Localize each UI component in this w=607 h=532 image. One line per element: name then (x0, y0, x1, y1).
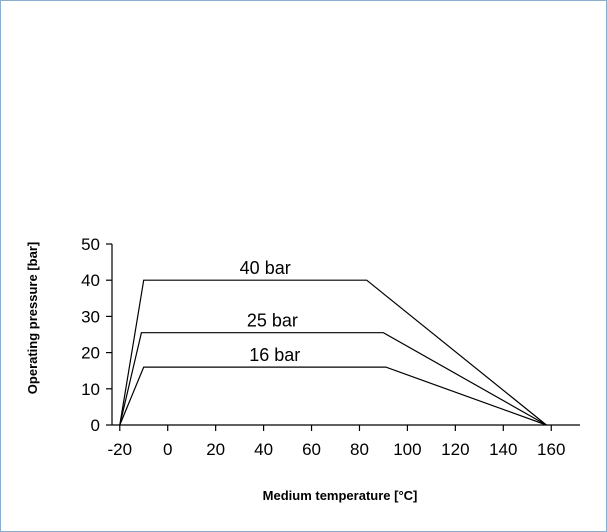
axes: 0 10 20 30 40 50 -20 0 20 40 60 80 100 120 140 160 (81, 235, 580, 459)
series-labels: 40 bar 25 bar 16 bar (240, 258, 301, 365)
series-line-16-bar (119, 366, 547, 426)
x-tick-label: 80 (350, 440, 369, 459)
x-tick-label: 20 (206, 440, 225, 459)
x-tick-label: 160 (537, 440, 565, 459)
y-tick-label: 0 (91, 416, 100, 435)
series-label: 16 bar (249, 345, 300, 365)
x-tick-label: 100 (393, 440, 421, 459)
x-tick-label: 120 (441, 440, 469, 459)
y-tick-label: 10 (81, 380, 100, 399)
x-tick-label: 40 (254, 440, 273, 459)
series-label: 25 bar (247, 311, 298, 331)
y-axis-title: Operating pressure [bar] (25, 242, 40, 394)
y-tick-label: 20 (81, 344, 100, 363)
x-axis-title: Medium temperature [°C] (263, 488, 418, 503)
y-tick-label: 50 (81, 235, 100, 254)
x-tick-label: 0 (163, 440, 172, 459)
series-line-25-bar (119, 332, 547, 426)
y-tick-label: 40 (81, 271, 100, 290)
series-label: 40 bar (240, 258, 291, 278)
series-line-40-bar (119, 279, 547, 426)
y-tick-label: 30 (81, 307, 100, 326)
x-tick-label: 140 (489, 440, 517, 459)
x-tick-label: 60 (302, 440, 321, 459)
series-lines (119, 279, 547, 426)
x-tick-label: -20 (107, 440, 132, 459)
